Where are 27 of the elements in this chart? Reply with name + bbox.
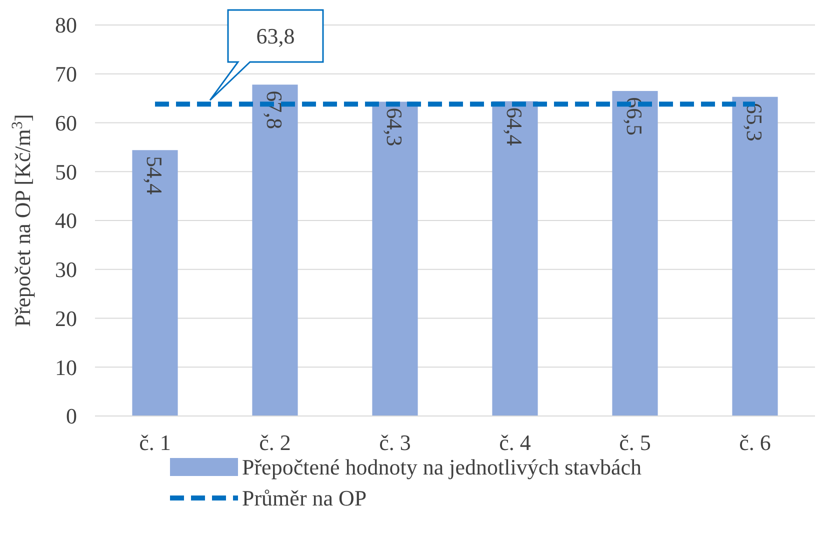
x-tick-label: č. 3 (379, 430, 411, 455)
y-tick-label: 10 (55, 354, 77, 380)
data-label: 64,3 (382, 108, 407, 146)
y-tick-label: 0 (66, 404, 77, 429)
bar (612, 90, 658, 416)
bar (132, 150, 178, 416)
data-label: 54,4 (142, 156, 167, 195)
y-tick-label: 80 (55, 12, 77, 38)
y-tick-label: 70 (55, 62, 77, 87)
legend-label: Průměr na OP (242, 486, 367, 511)
annotation: 63,8 (256, 24, 295, 49)
y-tick-label: 60 (55, 110, 77, 136)
data-label: 67,8 (262, 90, 287, 130)
bar (732, 96, 778, 416)
x-tick-label: č. 2 (259, 430, 291, 455)
bar (492, 101, 538, 416)
y-tick-label: 20 (55, 306, 77, 331)
data-label: 64,4 (502, 107, 527, 146)
x-tick-label: č. 5 (619, 430, 651, 455)
x-tick-label: č. 1 (139, 430, 171, 455)
x-tick-label: č. 6 (739, 430, 771, 455)
y-tick-label: 40 (55, 208, 77, 234)
y-tick-label: 30 (55, 257, 77, 282)
bar (372, 102, 418, 416)
legend-label: Přepočtené hodnoty na jednotlivých stavbách (242, 454, 642, 480)
y-tick-label: 50 (55, 159, 77, 184)
x-tick-label: č. 4 (499, 430, 531, 455)
